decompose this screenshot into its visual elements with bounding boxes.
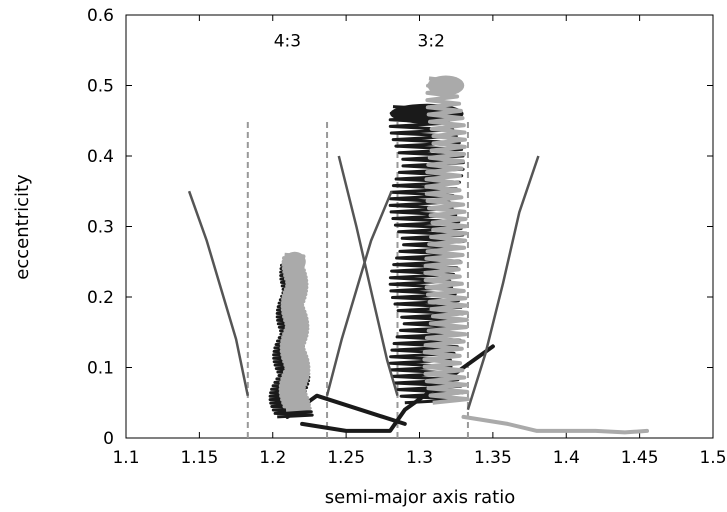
track-cap <box>427 75 465 96</box>
track-cap <box>283 251 306 272</box>
separatrix-curve <box>337 155 399 397</box>
x-tick-label: 1.45 <box>621 448 659 468</box>
track-tail <box>300 344 495 433</box>
x-tick-label: 1.3 <box>406 448 433 468</box>
resonance-label: 3:2 <box>418 32 445 52</box>
separatrix-curve <box>325 190 393 397</box>
x-tick-label: 1.4 <box>553 448 580 468</box>
y-tick-label: 0.4 <box>87 147 114 167</box>
x-tick-label: 1.35 <box>474 448 512 468</box>
separatrix-curve <box>187 190 250 396</box>
track-tail <box>461 414 649 435</box>
separatrix-curve <box>466 155 540 411</box>
separatrix-curves <box>187 155 540 411</box>
y-tick-label: 0.6 <box>87 6 114 26</box>
x-tick-label: 1.5 <box>699 448 726 468</box>
x-tick-label: 1.25 <box>327 448 365 468</box>
y-tick-label: 0.1 <box>87 359 114 379</box>
y-tick-label: 0.3 <box>87 218 114 238</box>
x-tick-label: 1.1 <box>112 448 139 468</box>
y-axis-title: eccentricity <box>12 174 33 280</box>
y-tick-label: 0 <box>103 429 114 449</box>
resonance-label: 4:3 <box>274 32 301 52</box>
x-axis-title: semi-major axis ratio <box>325 487 515 508</box>
x-tick-label: 1.15 <box>180 448 218 468</box>
track-segment <box>278 252 312 412</box>
x-tick-label: 1.2 <box>259 448 286 468</box>
y-tick-label: 0.5 <box>87 77 114 97</box>
axis-ticks: 1.1 1.15 1.2 1.25 1.3 1.35 1.4 1.45 1.5 0 0.1 0.2 0.… <box>87 6 727 468</box>
track-segment <box>422 76 470 405</box>
annotations: 4:3 3:2 <box>274 32 445 52</box>
y-tick-label: 0.2 <box>87 288 114 308</box>
data-points <box>268 75 649 435</box>
